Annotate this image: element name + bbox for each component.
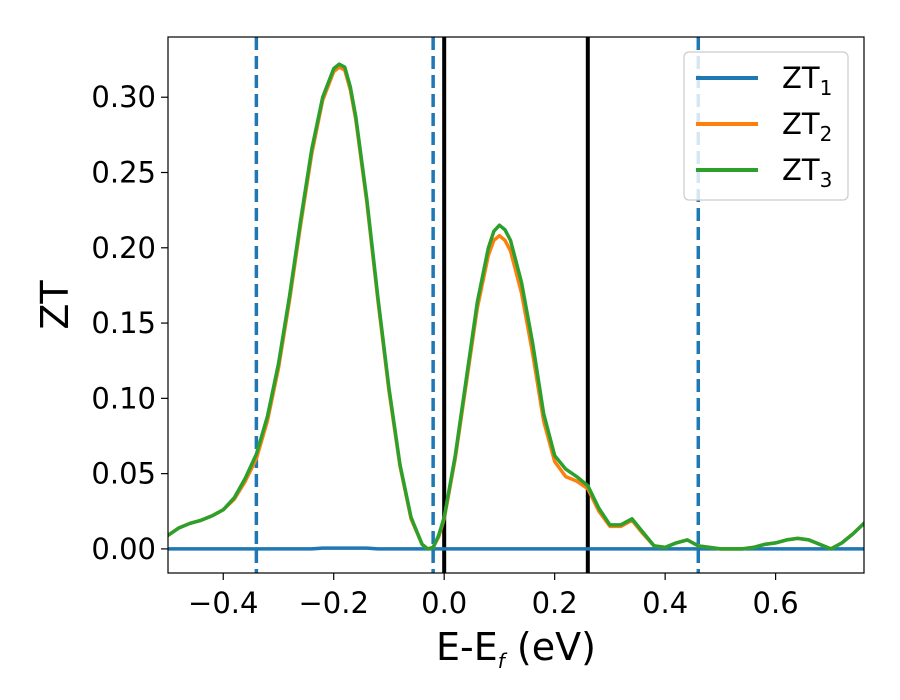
y-tick-label: 0.05 [91, 457, 156, 491]
x-tick-label: 0.2 [532, 586, 578, 620]
x-tick-label: 0.0 [421, 586, 467, 620]
series-line-zt1 [168, 546, 864, 551]
legend-label-subscript: 1 [820, 76, 833, 100]
legend-label-subscript: 2 [820, 122, 833, 146]
legend-label-zt3: ZT3 [782, 153, 832, 192]
x-tick-label: 0.6 [753, 586, 799, 620]
y-tick-label: 0.25 [91, 156, 156, 190]
x-axis-label-unit: (eV) [505, 625, 596, 669]
y-tick-label: 0.20 [91, 231, 156, 265]
legend-label-zt2: ZT2 [782, 107, 832, 146]
y-axis-label: ZT [33, 280, 77, 330]
x-tick-label: −0.4 [188, 586, 258, 620]
legend-label-text: ZT [782, 61, 820, 95]
x-tick-label: 0.4 [642, 586, 688, 620]
legend-box [683, 51, 849, 201]
x-axis-label-subscript: f [498, 649, 508, 673]
legend-label-text: ZT [782, 153, 820, 187]
legend-label-zt1: ZT1 [782, 61, 832, 100]
x-axis-label: E-Ef (eV) [436, 625, 596, 673]
y-tick-label: 0.10 [91, 381, 156, 415]
y-tick-label: 0.15 [91, 306, 156, 340]
legend-label-subscript: 3 [820, 168, 833, 192]
series-line-zt3 [168, 62, 864, 551]
x-axis: −0.4 −0.2 0.0 0.2 0.4 0.6 [188, 573, 799, 620]
y-tick-label: 0.30 [91, 80, 156, 114]
legend-label-text: ZT [782, 107, 820, 141]
plot-frame [167, 36, 865, 574]
x-axis-label-main: E-E [436, 625, 498, 669]
y-tick-label: 0.00 [91, 532, 156, 566]
series-lines [168, 62, 864, 551]
y-axis: 0.00 0.05 0.10 0.15 0.20 0.25 0.30 [91, 80, 168, 566]
x-tick-label: −0.2 [299, 586, 369, 620]
